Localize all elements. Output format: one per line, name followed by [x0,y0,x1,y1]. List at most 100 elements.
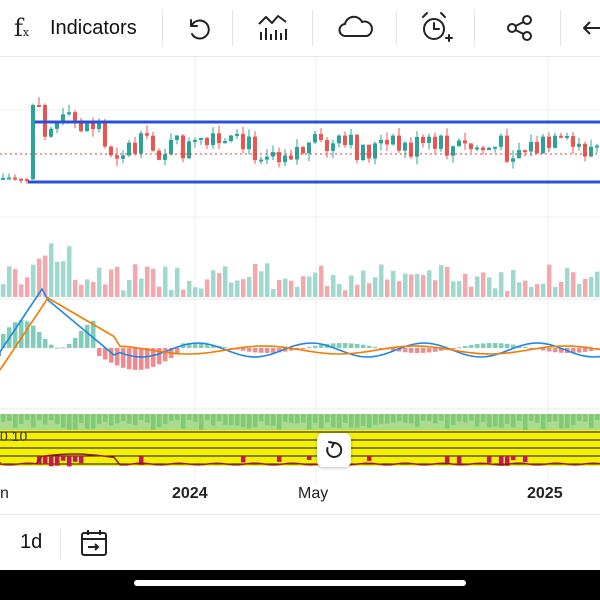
macd-bar [577,348,582,353]
candle-body [487,147,491,151]
macd-bar [361,344,366,348]
osc-bar [487,414,492,428]
indicators-button[interactable]: Indicators [50,16,137,39]
osc-bar [1,414,6,423]
macd-bar [373,346,378,348]
macd-bar [319,344,324,348]
volume-bar [499,272,504,297]
volume-bar [43,255,48,297]
volume-bar [247,277,252,297]
osc-bar [463,414,468,423]
fx-subscript: x [22,25,30,39]
macd-bar [343,343,348,348]
interval-button[interactable]: 1d [20,531,43,553]
macd-bar [559,348,564,353]
macd-bar [331,343,336,348]
bottom-divider [60,529,61,559]
candle-body [235,133,239,136]
osc-bar [553,414,558,422]
volume-bar [199,288,204,297]
osc-bar [535,414,540,423]
candle-body [37,105,41,107]
macd-bar [109,348,114,363]
macd-bar [499,343,504,348]
chart-canvas[interactable]: 0 10 n 2024 May 2025 [0,57,600,513]
macd-bar [439,348,444,351]
volume-bar [127,279,132,297]
osc-bar [91,414,96,429]
volume-bar [397,281,402,297]
time-axis-label: 2025 [527,485,563,502]
volume-bar [583,278,588,297]
osc-bar [229,414,234,425]
volume-bar [517,282,522,297]
osc-bar [397,414,402,422]
candle-body [307,142,311,154]
volume-bar [463,273,468,297]
candle-body [331,143,335,151]
chart-type-icon[interactable] [256,12,290,42]
volume-bar [295,286,300,297]
candlestick-series [1,97,599,184]
osc-bar [433,414,438,424]
volume-bar [325,286,330,297]
candle-body [367,144,371,159]
volume-bar [301,276,306,297]
osc-bar [103,414,108,422]
undo-icon[interactable] [183,14,213,42]
macd-bar [85,324,90,348]
candle-body [295,147,299,160]
signal-line [0,296,600,371]
time-axis-label: May [298,485,329,502]
volume-bar [391,270,396,297]
osc-bar [7,414,12,422]
alert-clock-icon[interactable] [418,10,454,46]
candle-body [481,147,485,151]
volume-bar [157,286,162,297]
macd-bar [307,347,312,349]
volume-bar [103,284,108,297]
candle-body [319,134,323,140]
share-icon[interactable] [505,14,535,42]
volume-bar [163,266,168,297]
home-indicator[interactable] [134,580,466,586]
volume-bar [175,267,180,297]
candle-body [79,123,83,132]
macd-bar [163,348,168,362]
osc-bar [121,414,126,421]
reset-chart-button[interactable] [317,433,351,467]
macd-bar [505,343,510,348]
volume-bar [13,269,18,297]
candle-body [55,122,59,129]
back-arrow-icon[interactable] [580,16,600,40]
osc-bar [31,414,36,428]
candle-body [223,141,227,144]
osc-bar [37,414,42,421]
osc-bar [61,414,66,428]
osc-red-bar [487,456,492,463]
cloud-icon[interactable] [336,14,376,40]
chart-svg[interactable] [0,57,600,513]
candle-body [505,135,509,162]
osc-bar [19,414,24,424]
candle-body [403,142,407,151]
macd-bar [55,347,60,349]
candle-body [103,122,107,147]
candle-body [583,143,587,157]
macd-bar [349,343,354,348]
volume-bar [511,269,516,297]
osc-bar [205,414,210,421]
osc-red-bar [505,456,510,466]
macd-bar [121,348,126,368]
volume-bar [385,279,390,297]
toolbar-divider [232,10,233,46]
candle-body [379,139,383,144]
candle-body [325,139,329,151]
osc-bar [547,414,552,423]
osc-bar [139,414,144,421]
candle-body [529,141,533,152]
go-to-date-icon[interactable] [78,527,110,559]
osc-bar [247,414,252,429]
osc-red-bar [73,456,78,462]
